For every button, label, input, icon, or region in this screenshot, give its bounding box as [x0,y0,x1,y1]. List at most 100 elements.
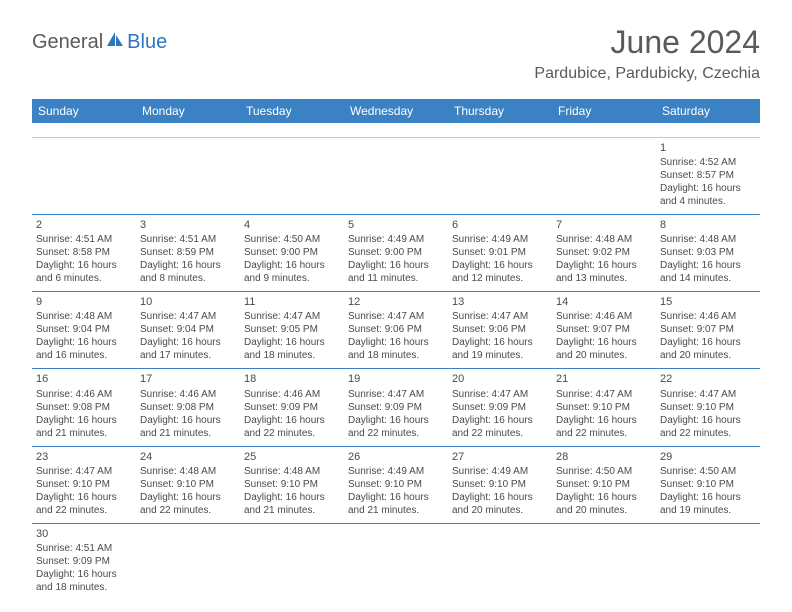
day-detail: Sunrise: 4:47 AM [556,388,652,401]
day-number: 6 [452,218,548,232]
weekday-header: Tuesday [240,99,344,123]
calendar-day-cell: 1Sunrise: 4:52 AMSunset: 8:57 PMDaylight… [656,137,760,214]
day-detail: Sunset: 9:09 PM [244,401,340,414]
calendar-day-cell: 2Sunrise: 4:51 AMSunset: 8:58 PMDaylight… [32,214,136,291]
logo-text-general: General [32,31,103,54]
day-detail: Daylight: 16 hours [140,336,236,349]
day-detail: and 20 minutes. [660,349,756,362]
weekday-header: Sunday [32,99,136,123]
day-detail: Sunrise: 4:47 AM [452,388,548,401]
day-detail: Daylight: 16 hours [36,568,132,581]
day-detail: and 22 minutes. [244,427,340,440]
day-detail: Sunrise: 4:49 AM [452,465,548,478]
day-number: 12 [348,295,444,309]
day-detail: and 12 minutes. [452,272,548,285]
day-number: 26 [348,450,444,464]
calendar-day-cell: 11Sunrise: 4:47 AMSunset: 9:05 PMDayligh… [240,292,344,369]
day-detail: Daylight: 16 hours [556,414,652,427]
day-detail: Sunrise: 4:46 AM [556,310,652,323]
day-detail: Sunrise: 4:46 AM [660,310,756,323]
day-detail: Sunrise: 4:47 AM [140,310,236,323]
day-detail: Sunrise: 4:47 AM [36,465,132,478]
calendar-day-cell: 15Sunrise: 4:46 AMSunset: 9:07 PMDayligh… [656,292,760,369]
day-detail: Daylight: 16 hours [660,414,756,427]
day-number: 24 [140,450,236,464]
day-detail: and 20 minutes. [556,504,652,517]
day-detail: and 11 minutes. [348,272,444,285]
calendar-day-cell: 21Sunrise: 4:47 AMSunset: 9:10 PMDayligh… [552,369,656,446]
calendar-day-cell [240,137,344,214]
calendar-day-cell: 26Sunrise: 4:49 AMSunset: 9:10 PMDayligh… [344,446,448,523]
day-number: 25 [244,450,340,464]
day-detail: Sunrise: 4:47 AM [244,310,340,323]
day-detail: and 20 minutes. [556,349,652,362]
day-detail: Daylight: 16 hours [660,259,756,272]
day-detail: Daylight: 16 hours [140,414,236,427]
day-detail: Daylight: 16 hours [244,491,340,504]
day-detail: and 4 minutes. [660,195,756,208]
day-detail: Sunset: 9:09 PM [36,555,132,568]
day-detail: Sunset: 9:10 PM [556,478,652,491]
day-number: 11 [244,295,340,309]
day-detail: Sunset: 9:09 PM [452,401,548,414]
day-detail: Daylight: 16 hours [36,336,132,349]
calendar-day-cell [552,137,656,214]
day-detail: Sunset: 9:09 PM [348,401,444,414]
day-detail: and 17 minutes. [140,349,236,362]
day-detail: Sunset: 8:59 PM [140,246,236,259]
day-detail: Sunrise: 4:47 AM [452,310,548,323]
day-detail: Sunset: 9:04 PM [36,323,132,336]
sail-icon [105,30,125,55]
day-detail: Sunset: 9:00 PM [244,246,340,259]
day-detail: Daylight: 16 hours [140,491,236,504]
calendar-day-cell: 18Sunrise: 4:46 AMSunset: 9:09 PMDayligh… [240,369,344,446]
day-detail: Sunrise: 4:47 AM [348,388,444,401]
day-number: 15 [660,295,756,309]
day-number: 20 [452,372,548,386]
day-detail: Sunrise: 4:48 AM [244,465,340,478]
logo: General Blue [32,30,167,55]
day-detail: Daylight: 16 hours [660,336,756,349]
calendar-week-row: 16Sunrise: 4:46 AMSunset: 9:08 PMDayligh… [32,369,760,446]
day-detail: Sunset: 9:06 PM [348,323,444,336]
day-detail: and 14 minutes. [660,272,756,285]
calendar-day-cell: 5Sunrise: 4:49 AMSunset: 9:00 PMDaylight… [344,214,448,291]
calendar-day-cell: 3Sunrise: 4:51 AMSunset: 8:59 PMDaylight… [136,214,240,291]
day-detail: Sunrise: 4:48 AM [660,233,756,246]
day-detail: and 22 minutes. [140,504,236,517]
calendar-day-cell [136,523,240,600]
day-detail: and 18 minutes. [244,349,340,362]
calendar-week-row: 9Sunrise: 4:48 AMSunset: 9:04 PMDaylight… [32,292,760,369]
day-detail: Sunrise: 4:48 AM [36,310,132,323]
day-detail: Daylight: 16 hours [452,491,548,504]
calendar-day-cell: 25Sunrise: 4:48 AMSunset: 9:10 PMDayligh… [240,446,344,523]
day-detail: Sunset: 9:04 PM [140,323,236,336]
day-number: 7 [556,218,652,232]
day-detail: Sunrise: 4:48 AM [140,465,236,478]
day-number: 22 [660,372,756,386]
day-detail: Sunrise: 4:49 AM [452,233,548,246]
location-subtitle: Pardubice, Pardubicky, Czechia [534,65,760,83]
calendar-day-cell: 17Sunrise: 4:46 AMSunset: 9:08 PMDayligh… [136,369,240,446]
day-detail: Sunrise: 4:50 AM [244,233,340,246]
day-detail: Daylight: 16 hours [36,491,132,504]
calendar-day-cell: 23Sunrise: 4:47 AMSunset: 9:10 PMDayligh… [32,446,136,523]
day-number: 3 [140,218,236,232]
day-detail: Sunrise: 4:46 AM [244,388,340,401]
calendar-day-cell: 16Sunrise: 4:46 AMSunset: 9:08 PMDayligh… [32,369,136,446]
day-detail: Daylight: 16 hours [140,259,236,272]
calendar-day-cell: 8Sunrise: 4:48 AMSunset: 9:03 PMDaylight… [656,214,760,291]
day-detail: Sunrise: 4:46 AM [36,388,132,401]
day-detail: Sunrise: 4:51 AM [36,233,132,246]
day-number: 17 [140,372,236,386]
calendar-body: 1Sunrise: 4:52 AMSunset: 8:57 PMDaylight… [32,123,760,600]
calendar-day-cell [32,137,136,214]
calendar-day-cell: 19Sunrise: 4:47 AMSunset: 9:09 PMDayligh… [344,369,448,446]
day-detail: Daylight: 16 hours [660,491,756,504]
calendar-day-cell [136,137,240,214]
day-detail: Sunset: 9:10 PM [660,478,756,491]
day-detail: Sunrise: 4:48 AM [556,233,652,246]
day-number: 16 [36,372,132,386]
day-detail: Sunset: 9:10 PM [140,478,236,491]
spacer-row [32,123,760,137]
